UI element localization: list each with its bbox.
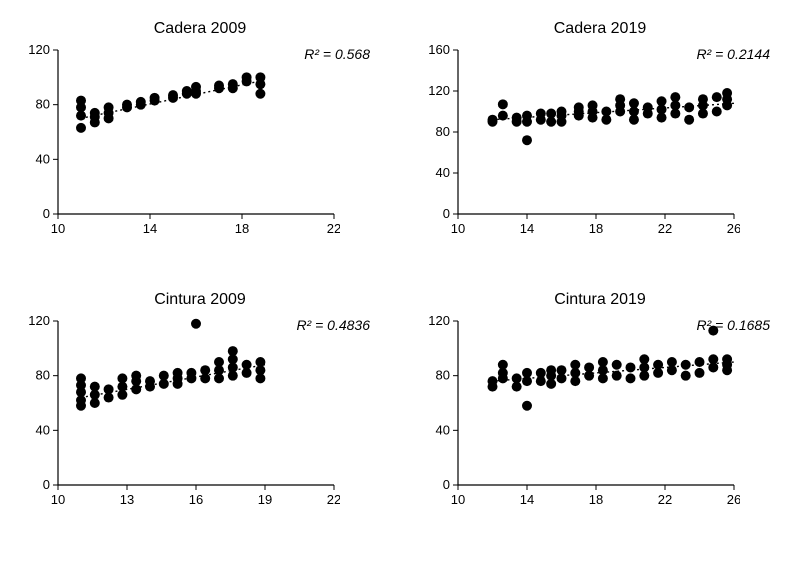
svg-text:22: 22: [658, 221, 672, 236]
svg-text:16: 16: [189, 492, 203, 507]
svg-text:10: 10: [51, 221, 65, 236]
svg-text:18: 18: [589, 221, 603, 236]
chart-svg: 0 40 80 120 10 14 18 22: [20, 44, 340, 244]
svg-text:40: 40: [36, 151, 50, 166]
svg-text:14: 14: [520, 221, 534, 236]
svg-text:120: 120: [28, 315, 50, 328]
panel-cintura-2009: Cintura 2009 R² = 0.4836 0 40 80 120 10 13 16 1…: [20, 291, 380, 542]
svg-text:10: 10: [51, 492, 65, 507]
svg-text:120: 120: [428, 83, 450, 98]
svg-text:22: 22: [327, 492, 340, 507]
chart-svg: 0 40 80 120 10 13 16 19 22: [20, 315, 340, 515]
r2-label: R² = 0.1685: [696, 317, 770, 333]
chart-svg: 0 40 80 120 160 10 14 18 22 26: [420, 44, 740, 244]
svg-text:120: 120: [428, 315, 450, 328]
svg-text:18: 18: [589, 492, 603, 507]
svg-text:160: 160: [428, 44, 450, 57]
svg-text:18: 18: [235, 221, 249, 236]
svg-text:80: 80: [436, 124, 450, 139]
svg-text:80: 80: [436, 368, 450, 383]
svg-text:120: 120: [28, 44, 50, 57]
chart-title: Cintura 2019: [420, 291, 780, 309]
svg-text:26: 26: [727, 492, 740, 507]
svg-text:19: 19: [258, 492, 272, 507]
svg-text:22: 22: [658, 492, 672, 507]
svg-text:40: 40: [436, 165, 450, 180]
panel-cadera-2019: Cadera 2019 R² = 0.2144 0 40 80 120 160 10 14 1…: [420, 20, 780, 271]
svg-text:0: 0: [443, 206, 450, 221]
chart-svg: 0 40 80 120 10 14 18 22 26: [420, 315, 740, 515]
svg-text:0: 0: [43, 206, 50, 221]
r2-label: R² = 0.4836: [296, 317, 370, 333]
panel-cintura-2019: Cintura 2019 R² = 0.1685 0 40 80 120 10 14 18 2…: [420, 291, 780, 542]
svg-text:10: 10: [451, 492, 465, 507]
svg-text:26: 26: [727, 221, 740, 236]
r2-label: R² = 0.568: [304, 46, 370, 62]
svg-text:13: 13: [120, 492, 134, 507]
chart-title: Cadera 2019: [420, 20, 780, 38]
svg-text:0: 0: [43, 477, 50, 492]
r2-label: R² = 0.2144: [696, 46, 770, 62]
chart-title: Cadera 2009: [20, 20, 380, 38]
svg-text:14: 14: [520, 492, 534, 507]
svg-text:0: 0: [443, 477, 450, 492]
svg-text:10: 10: [451, 221, 465, 236]
svg-text:40: 40: [436, 422, 450, 437]
svg-text:40: 40: [36, 422, 50, 437]
svg-text:80: 80: [36, 368, 50, 383]
chart-title: Cintura 2009: [20, 291, 380, 309]
panel-cadera-2009: Cadera 2009 R² = 0.568 0 40 80 120 10 14 18 22: [20, 20, 380, 271]
svg-text:22: 22: [327, 221, 340, 236]
svg-text:14: 14: [143, 221, 157, 236]
chart-grid: Cadera 2009 R² = 0.568 0408012010141822 …: [0, 0, 800, 562]
svg-text:80: 80: [36, 97, 50, 112]
